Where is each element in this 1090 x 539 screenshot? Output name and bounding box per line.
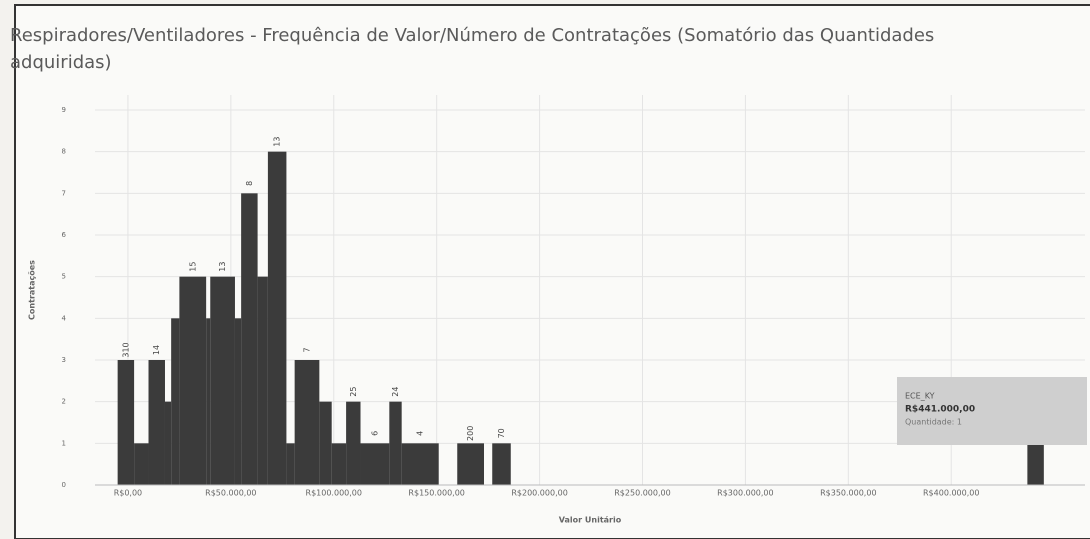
x-tick-label: R$100.000,00	[306, 489, 362, 498]
bar	[319, 401, 332, 485]
bar	[241, 193, 258, 486]
bar	[492, 443, 511, 485]
tooltip-value: R$441.000,00	[905, 405, 975, 415]
bar-label: 310	[121, 342, 130, 357]
bar-label: 13	[273, 137, 282, 147]
y-tick-label: 6	[62, 231, 67, 239]
bar	[234, 318, 242, 485]
bar	[457, 443, 485, 485]
bar-label: 7	[302, 347, 311, 352]
y-tick-label: 2	[62, 398, 66, 406]
y-tick-label: 9	[62, 106, 66, 114]
y-tick-label: 0	[62, 481, 66, 489]
bar-label: 6	[370, 431, 379, 436]
chart-title: Respiradores/Ventiladores - Frequência d…	[10, 25, 935, 73]
y-tick-label: 8	[62, 148, 66, 156]
bar	[294, 360, 320, 485]
bar-label: 15	[188, 262, 197, 272]
y-axis-label: Contratações	[28, 260, 37, 320]
y-tick-label: 4	[62, 314, 67, 322]
bar	[164, 401, 172, 485]
x-tick-label: R$300.000,00	[717, 489, 773, 498]
x-axis-label: Valor Unitário	[559, 516, 622, 525]
y-tick-label: 5	[62, 273, 66, 281]
bar	[389, 401, 402, 485]
x-tick-label: R$0,00	[114, 489, 142, 498]
tooltip-quantity: Quantidade: 1	[905, 418, 962, 427]
bar-label: 25	[349, 387, 358, 397]
y-tick-label: 1	[62, 439, 66, 447]
bar	[257, 276, 268, 485]
x-tick-label: R$400.000,00	[923, 489, 979, 498]
bar	[210, 276, 235, 485]
tooltip-title: ECE_KY	[905, 392, 935, 401]
bar	[117, 360, 135, 485]
x-tick-label: R$150.000,00	[408, 489, 464, 498]
bar	[360, 443, 390, 485]
y-tick-label: 3	[62, 356, 66, 364]
bar-label: 70	[497, 428, 506, 438]
bar-label: 4	[416, 431, 425, 436]
bar	[331, 443, 347, 485]
y-tick-label: 7	[62, 189, 66, 197]
bar-label: 14	[152, 345, 161, 355]
bar-label: 13	[218, 262, 227, 272]
bar	[179, 276, 207, 485]
bar-label: 24	[391, 387, 400, 397]
x-tick-label: R$200.000,00	[511, 489, 567, 498]
bar	[267, 151, 287, 485]
x-tick-label: R$250.000,00	[614, 489, 670, 498]
x-tick-label: R$350.000,00	[820, 489, 876, 498]
bar	[346, 401, 361, 485]
bar-label: 8	[245, 181, 254, 186]
bar-label: 200	[466, 426, 475, 441]
bar	[134, 443, 149, 485]
x-tick-label: R$50.000,00	[205, 489, 256, 498]
bar	[401, 443, 439, 485]
bar	[148, 360, 165, 485]
tooltip-box	[897, 377, 1087, 445]
bar	[171, 318, 180, 485]
bar	[206, 318, 211, 485]
bar	[1027, 443, 1044, 485]
bar	[286, 443, 295, 485]
